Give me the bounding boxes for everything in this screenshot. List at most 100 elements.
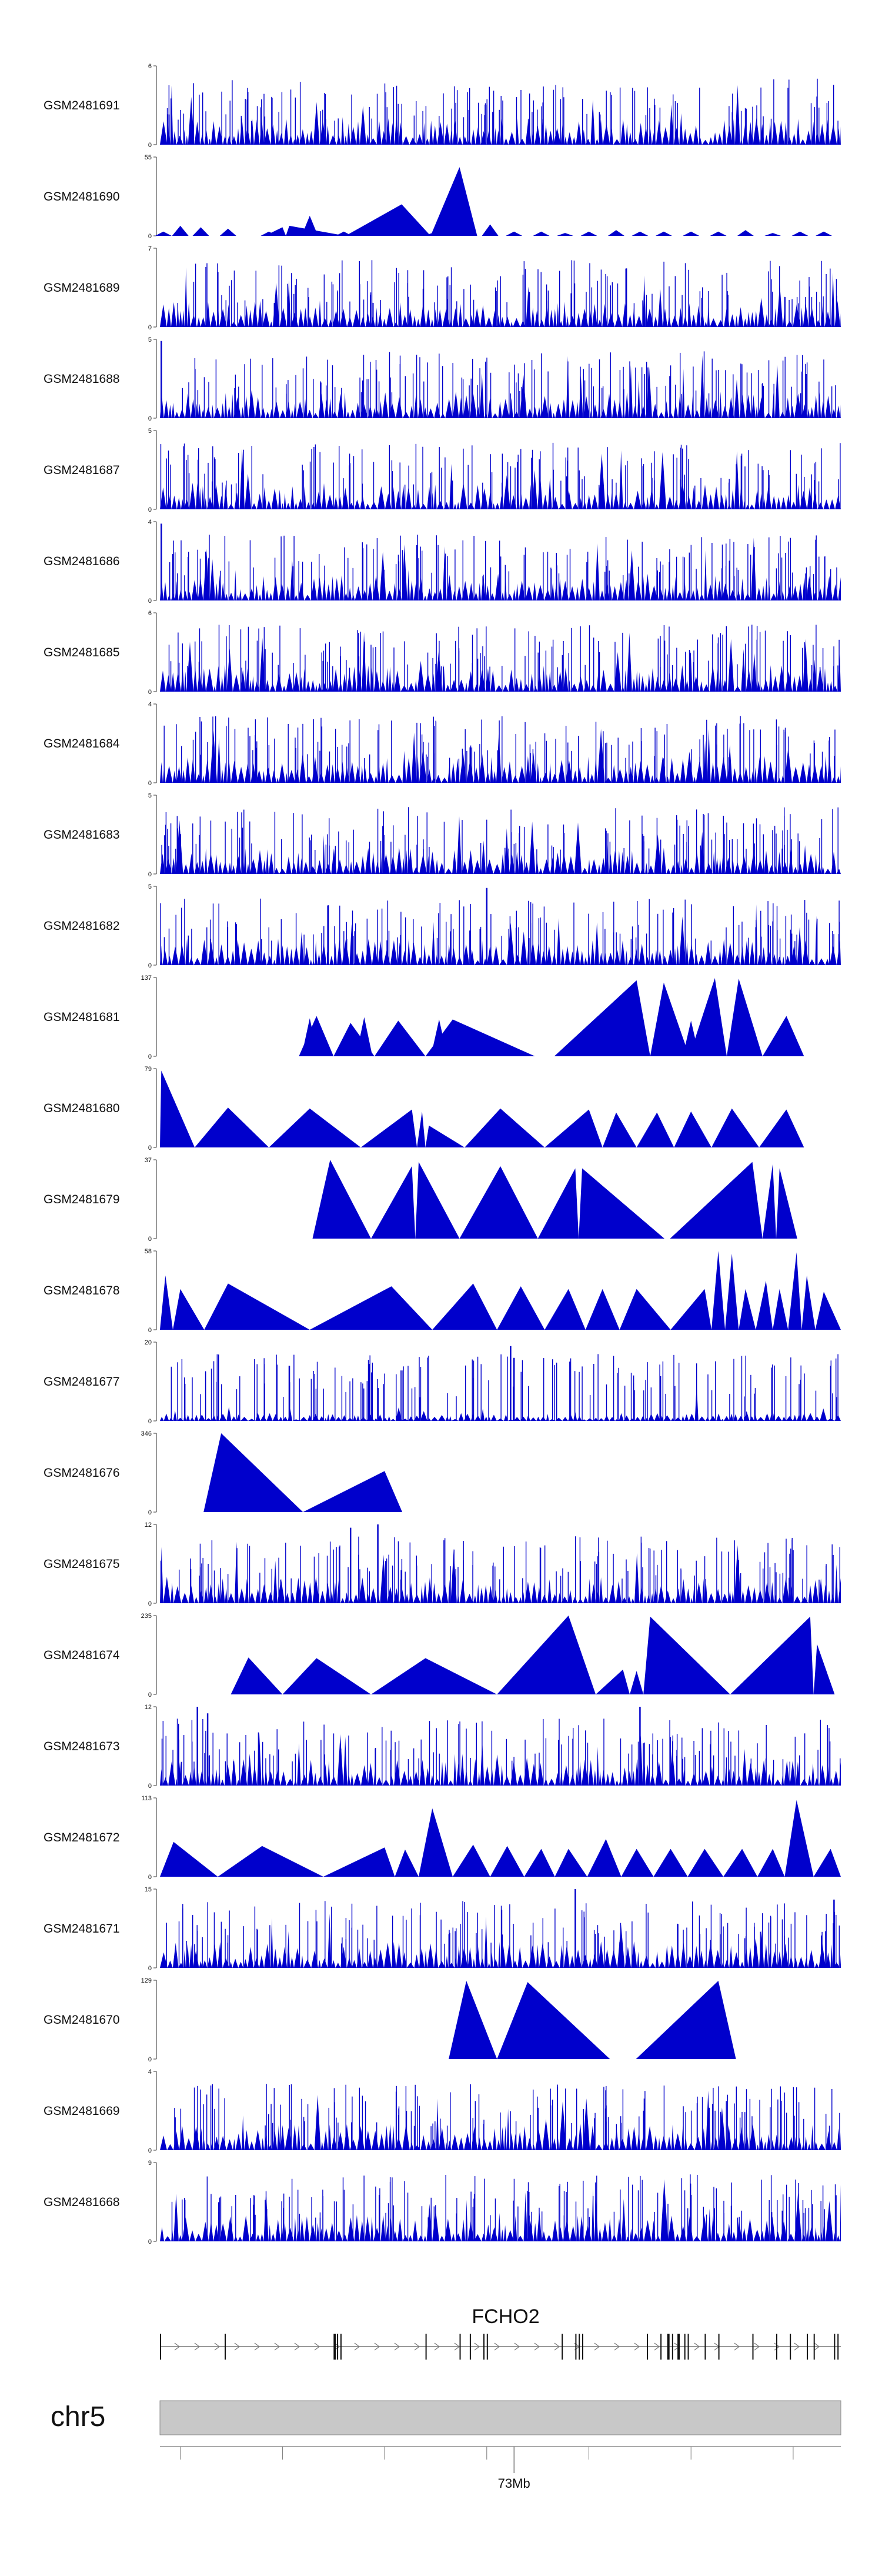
coverage-peak	[630, 1671, 644, 1694]
chromosome-ideogram: chr5	[51, 2400, 841, 2435]
coverage-peak	[203, 1433, 303, 1512]
track-gsm2481683: GSM2481683 5 0	[44, 792, 841, 878]
strand-arrow	[174, 2343, 180, 2351]
strand-arrow	[794, 2343, 800, 2351]
track-gsm2481685: GSM2481685 6 0	[44, 610, 841, 696]
y-tick-label-zero: 0	[148, 1327, 152, 1334]
strand-arrow	[454, 2343, 460, 2351]
gene-exon	[837, 2334, 839, 2360]
coverage-peak	[356, 1017, 373, 1056]
sample-label-gsm2481681: GSM2481681	[44, 1010, 120, 1024]
coverage-peak	[537, 1168, 579, 1239]
y-tick-label-zero: 0	[148, 2238, 152, 2245]
coverage-peak	[424, 233, 441, 236]
coverage-peak	[533, 231, 550, 236]
strand-arrow	[274, 2343, 280, 2351]
track-gsm2481689: GSM2481689 7 0	[44, 245, 841, 331]
track-gsm2481673: GSM2481673 12 0	[44, 1704, 841, 1790]
genome-axis: 73Mb	[160, 2446, 841, 2491]
coverage-peak	[155, 231, 172, 236]
sample-label-gsm2481685: GSM2481685	[44, 646, 120, 659]
track-gsm2481669: GSM2481669 4 0	[44, 2068, 841, 2154]
gene-track: FCHO2	[160, 2305, 841, 2360]
coverage-peak	[813, 1848, 841, 1877]
coverage-peak	[195, 1107, 269, 1147]
coverage-peak	[345, 204, 431, 236]
coverage-peak	[452, 1844, 490, 1877]
strand-arrow	[734, 2343, 740, 2351]
track-gsm2481680: GSM2481680 79 0	[44, 1066, 804, 1152]
gene-exon	[425, 2334, 427, 2360]
gene-exon	[582, 2334, 583, 2360]
strand-arrow	[814, 2343, 820, 2351]
sample-label-gsm2481686: GSM2481686	[44, 555, 120, 568]
track-gsm2481668: GSM2481668 9 0	[44, 2160, 841, 2245]
coverage-peak	[425, 1019, 535, 1056]
gene-exon	[776, 2334, 777, 2360]
coverage-peak	[711, 1108, 759, 1147]
gene-exon	[483, 2334, 485, 2360]
y-tick-label-zero: 0	[148, 1783, 152, 1790]
strand-arrow	[554, 2343, 560, 2351]
y-tick-label-max: 15	[145, 1886, 152, 1893]
gene-name-label: FCHO2	[472, 2305, 539, 2328]
sample-label-gsm2481670: GSM2481670	[44, 2013, 120, 2027]
strand-arrow	[394, 2343, 400, 2351]
strand-arrow	[234, 2343, 240, 2351]
y-tick-label-zero: 0	[148, 780, 152, 787]
coverage-area	[160, 267, 841, 327]
coverage-peak	[653, 1848, 688, 1877]
sample-label-gsm2481677: GSM2481677	[44, 1375, 120, 1389]
coverage-peak	[396, 231, 413, 236]
coverage-peak	[459, 1166, 538, 1239]
coverage-peak	[587, 1839, 622, 1877]
coverage-area	[160, 816, 841, 874]
strand-arrow	[214, 2343, 220, 2351]
coverage-peak	[683, 1020, 700, 1056]
sample-label-gsm2481671: GSM2481671	[44, 1922, 120, 1936]
y-tick-label-max: 5	[148, 336, 152, 343]
coverage-area	[160, 1913, 841, 1968]
coverage-peak	[739, 1289, 756, 1330]
track-gsm2481676: GSM2481676 346 0	[44, 1430, 403, 1516]
coverage-peak	[160, 1841, 218, 1877]
gene-exon	[684, 2334, 686, 2360]
gene-exon	[718, 2334, 720, 2360]
y-tick-label-max: 12	[145, 1704, 152, 1711]
y-tick-label-zero: 0	[148, 1965, 152, 1972]
gene-exon	[333, 2334, 336, 2360]
coverage-peak	[710, 231, 727, 236]
coverage-peak	[725, 1253, 739, 1330]
gene-exon	[579, 2334, 580, 2360]
coverage-peak	[689, 978, 727, 1056]
strand-arrow	[614, 2343, 620, 2351]
coverage-peak	[371, 1658, 497, 1694]
coverage-peak	[636, 1981, 736, 2059]
coverage-peak	[602, 1112, 637, 1147]
coverage-peak	[557, 233, 573, 236]
y-tick-label-max: 55	[145, 154, 152, 161]
y-tick-label-max: 79	[145, 1066, 152, 1073]
coverage-peak	[282, 1658, 371, 1694]
sample-label-gsm2481691: GSM2481691	[44, 99, 120, 112]
y-tick-label-max: 7	[148, 245, 152, 252]
coverage-peak	[711, 1251, 726, 1330]
coverage-peak	[301, 215, 318, 236]
strand-arrow	[194, 2343, 200, 2351]
y-tick-label-max: 137	[141, 975, 152, 982]
gene-exon	[562, 2334, 563, 2360]
coverage-peak	[727, 979, 763, 1056]
coverage-area	[160, 632, 841, 692]
strand-arrow	[494, 2343, 500, 2351]
y-tick-label-max: 4	[148, 701, 152, 708]
y-tick-label-max: 20	[145, 1339, 152, 1346]
y-tick-label-zero: 0	[148, 1144, 152, 1152]
coverage-peak	[759, 1109, 804, 1147]
coverage-area	[160, 729, 841, 783]
y-tick-label-max: 5	[148, 428, 152, 435]
coverage-peak	[764, 233, 781, 236]
coverage-peak	[490, 1846, 524, 1877]
sample-label-gsm2481676: GSM2481676	[44, 1466, 120, 1480]
track-gsm2481687: GSM2481687 5 0	[44, 428, 841, 513]
strand-arrow	[594, 2343, 600, 2351]
